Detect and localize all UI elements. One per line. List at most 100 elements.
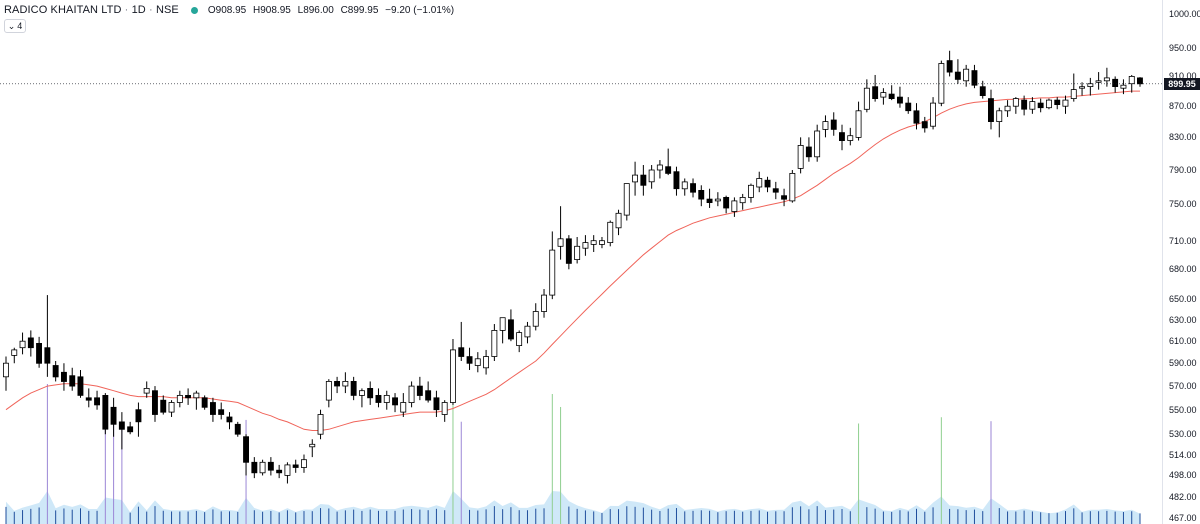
- candle-up: [483, 356, 489, 369]
- candle-up: [400, 402, 407, 413]
- axis-tick-label: 1000.00: [1169, 9, 1200, 19]
- candle-down: [27, 337, 34, 349]
- candle-down: [102, 394, 109, 430]
- candle-up: [756, 178, 763, 188]
- candle-down: [218, 409, 225, 415]
- candle-up: [19, 340, 26, 349]
- candle-down: [1037, 102, 1044, 109]
- candle-down: [416, 385, 423, 396]
- candle-up: [259, 461, 266, 474]
- candle-up: [1062, 99, 1069, 107]
- candle-down: [52, 365, 59, 378]
- candle-up: [516, 332, 523, 347]
- candle-up: [996, 110, 1003, 123]
- candle-down: [913, 110, 920, 124]
- candle-up: [607, 221, 614, 244]
- axis-tick-label: 467.00: [1169, 513, 1197, 523]
- candle-down: [292, 464, 299, 468]
- candle-up: [317, 414, 324, 435]
- candle-up: [1103, 77, 1110, 82]
- axis-tick-label: 790.00: [1169, 165, 1197, 176]
- axis-tick-label: 610.00: [1169, 336, 1197, 347]
- candlestick-chart[interactable]: [0, 0, 1162, 524]
- candle-down: [772, 188, 779, 193]
- moving-average-line: [5, 90, 1140, 431]
- candle-down: [375, 394, 382, 403]
- candle-up: [1079, 86, 1085, 89]
- axis-tick-label: 870.00: [1169, 101, 1197, 112]
- candle-down: [706, 198, 713, 204]
- candle-down: [160, 399, 167, 413]
- candle-down: [988, 98, 994, 122]
- open-value: 908.95: [215, 4, 247, 16]
- axis-tick-label: 514.00: [1169, 449, 1197, 460]
- candle-up: [623, 183, 630, 216]
- candle-down: [673, 171, 680, 190]
- exchange-label: NSE: [155, 4, 179, 16]
- candle-up: [176, 394, 183, 403]
- axis-tick-label: 830.00: [1169, 132, 1197, 143]
- candle-down: [110, 406, 117, 425]
- separator: ·: [149, 4, 153, 16]
- candle-down: [466, 356, 473, 364]
- candle-down: [1112, 78, 1119, 88]
- candle-up: [681, 181, 688, 190]
- volume-area: [6, 491, 1140, 524]
- candle-up: [300, 459, 307, 468]
- candle-up: [739, 196, 746, 204]
- indicators-collapse-button[interactable]: ⌄ 4: [4, 19, 26, 33]
- high-value: 908.95: [260, 4, 291, 16]
- candle-down: [1054, 99, 1061, 105]
- candle-down: [251, 461, 258, 474]
- candle-down: [946, 60, 953, 73]
- candle-down: [151, 390, 158, 415]
- candle-up: [930, 102, 936, 127]
- candle-up: [714, 198, 721, 202]
- symbol-title[interactable]: RADICO KHAITAN LTD · 1D · NSE: [4, 4, 179, 16]
- candle-down: [69, 375, 76, 387]
- candle-down: [764, 179, 771, 188]
- axis-tick-label: 498.00: [1169, 470, 1197, 481]
- candle-up: [1095, 80, 1102, 83]
- candle-down: [830, 119, 837, 130]
- axis-tick-label: 530.00: [1169, 429, 1197, 440]
- candle-up: [499, 317, 506, 331]
- candle-up: [847, 135, 854, 141]
- candle-up: [574, 245, 581, 261]
- candle-up: [1046, 99, 1052, 109]
- candle-down: [44, 347, 51, 364]
- market-status-dot-icon: [190, 6, 198, 14]
- candle-up: [938, 63, 945, 104]
- separator: ·: [124, 4, 129, 16]
- price-axis[interactable]: 1000.00 950.00 910.00 870.00 830.00 790.00 750…: [1162, 0, 1200, 524]
- candle-down: [61, 371, 67, 382]
- candle-down: [921, 121, 928, 129]
- candle-up: [615, 212, 622, 229]
- candle-down: [872, 86, 879, 99]
- candle-up: [284, 464, 291, 476]
- candle-up: [557, 238, 564, 247]
- candle-down: [127, 426, 134, 433]
- candle-up: [358, 390, 365, 396]
- candle-down: [979, 86, 986, 96]
- candle-up: [309, 443, 316, 448]
- candle-up: [648, 169, 655, 183]
- candle-up: [822, 121, 829, 130]
- low-label: L: [297, 4, 304, 16]
- candle-up: [524, 325, 531, 338]
- candle-up: [590, 240, 597, 245]
- candle-up: [1012, 98, 1019, 107]
- indicator-count: 4: [17, 21, 23, 31]
- change-value: −9.20 (−1.01%): [385, 4, 455, 16]
- candle-up: [342, 380, 349, 387]
- candle-up: [863, 87, 870, 110]
- candle-down: [118, 421, 125, 430]
- candle-down: [135, 409, 142, 423]
- axis-tick-label: 710.00: [1169, 235, 1197, 246]
- candle-down: [690, 183, 696, 193]
- candle-down: [698, 189, 705, 200]
- candle-down: [350, 380, 357, 396]
- chevron-down-icon: ⌄: [7, 20, 16, 31]
- last-price-tag: 899.95: [1164, 77, 1200, 90]
- candle-up: [656, 164, 663, 171]
